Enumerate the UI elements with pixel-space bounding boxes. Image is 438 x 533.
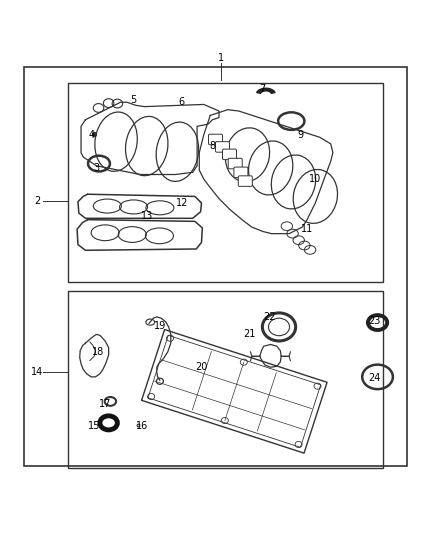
Text: 12: 12 [176, 198, 188, 208]
Text: 14: 14 [31, 367, 43, 377]
Text: 23: 23 [368, 316, 381, 326]
Text: 6: 6 [179, 97, 185, 107]
Text: 8: 8 [209, 141, 215, 151]
FancyBboxPatch shape [234, 167, 248, 177]
Text: 1: 1 [218, 53, 224, 63]
Text: 3: 3 [93, 163, 99, 173]
Text: 2: 2 [34, 196, 40, 206]
FancyBboxPatch shape [223, 149, 237, 159]
Text: 9: 9 [297, 130, 303, 140]
Bar [68, 290, 383, 468]
Text: 16: 16 [136, 422, 148, 431]
Bar [24, 67, 407, 466]
Text: 7: 7 [260, 84, 266, 94]
Text: 17: 17 [99, 399, 111, 409]
Text: 10: 10 [309, 174, 321, 184]
Text: 5: 5 [131, 95, 137, 105]
Text: 15: 15 [88, 422, 100, 431]
Text: 22: 22 [263, 312, 276, 322]
Text: 19: 19 [154, 321, 166, 330]
Text: 21: 21 [244, 329, 256, 340]
FancyBboxPatch shape [208, 134, 223, 145]
Text: 13: 13 [141, 211, 153, 221]
Text: 20: 20 [195, 362, 208, 372]
FancyBboxPatch shape [228, 158, 242, 169]
FancyBboxPatch shape [215, 142, 230, 152]
Text: 11: 11 [300, 224, 313, 235]
FancyBboxPatch shape [238, 176, 252, 187]
Text: 24: 24 [368, 373, 381, 383]
Text: 18: 18 [92, 347, 105, 357]
Bar [68, 83, 383, 282]
Text: 4: 4 [89, 130, 95, 140]
Polygon shape [257, 88, 275, 93]
